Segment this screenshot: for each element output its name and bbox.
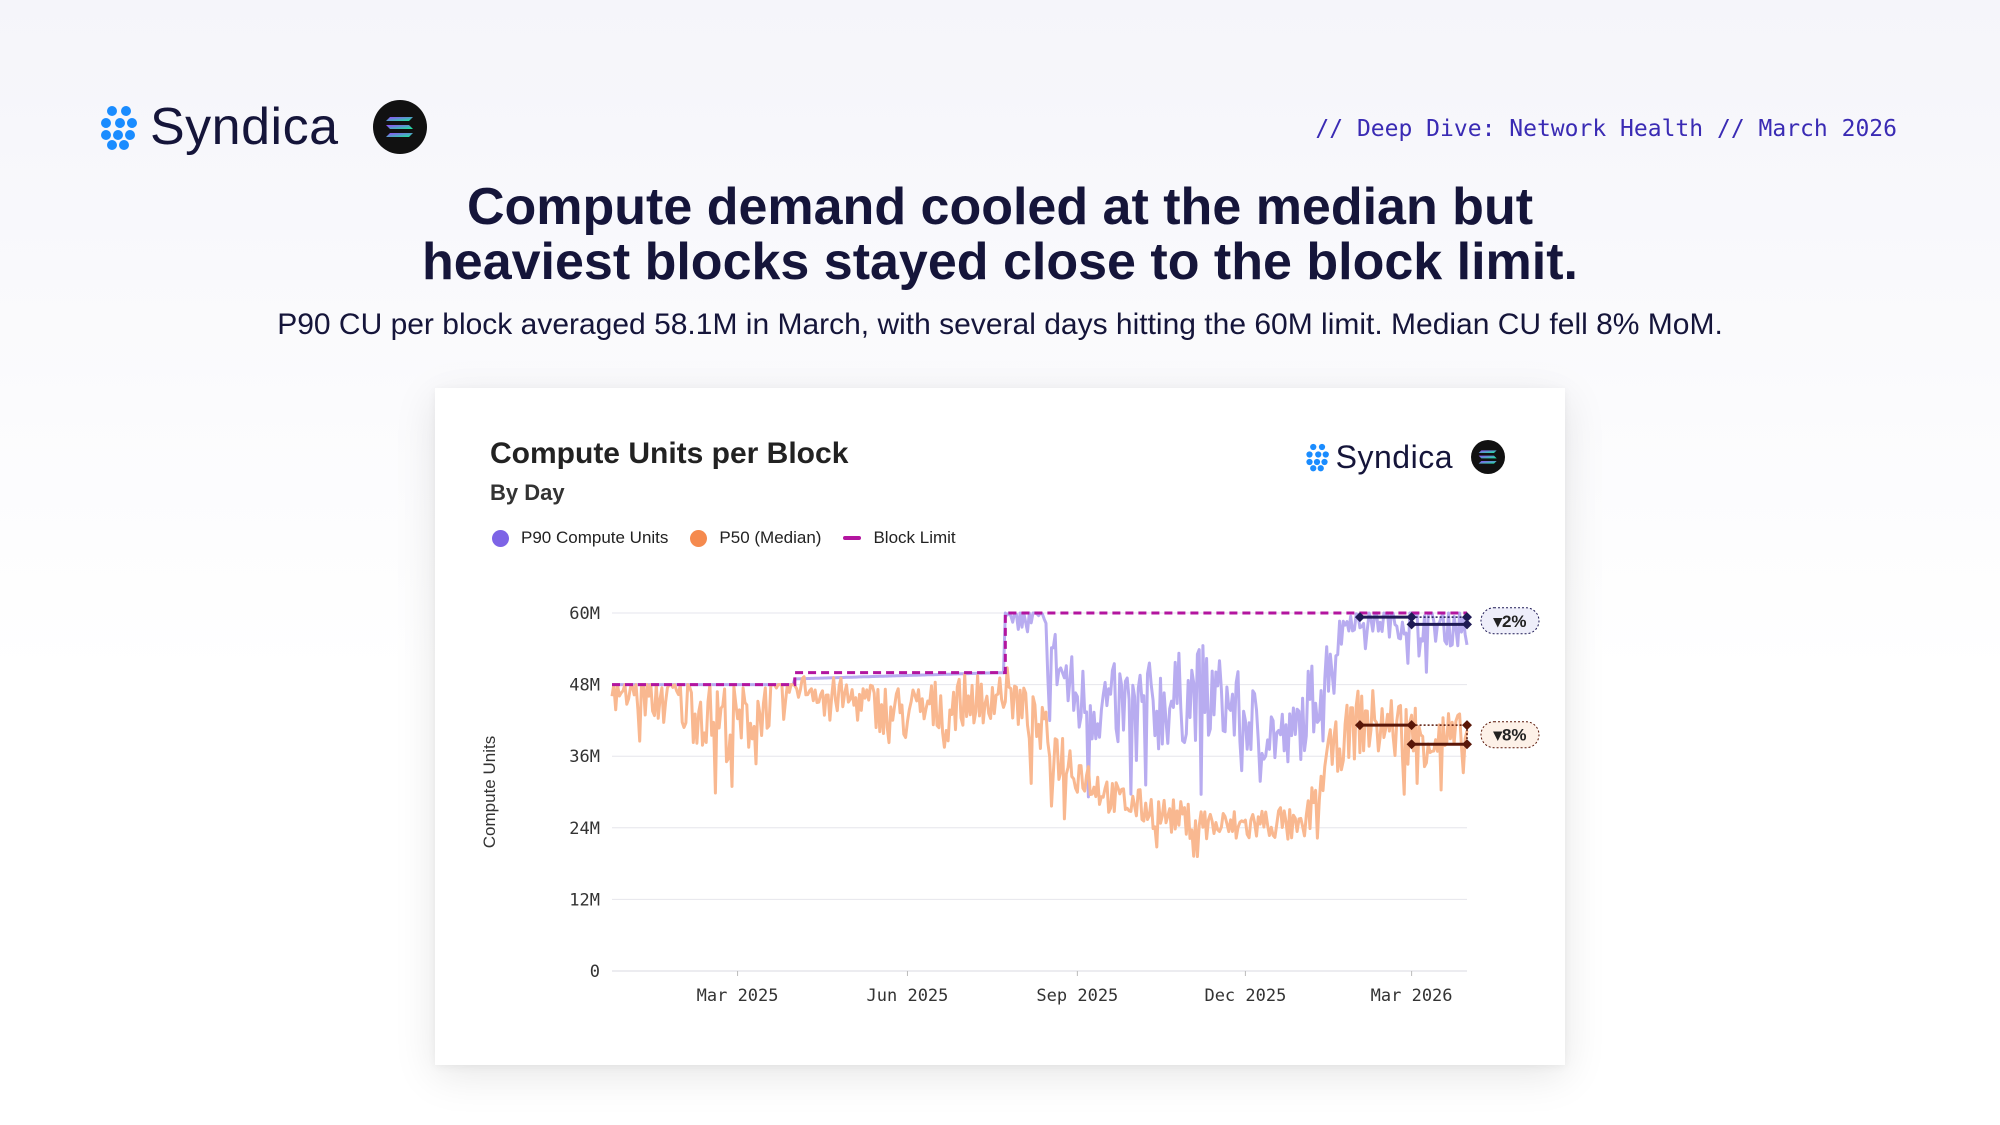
y-axis-title: Compute Units (480, 736, 499, 848)
mom-badge-label-p90: ▾2% (1492, 612, 1526, 631)
y-tick-label: 24M (569, 819, 600, 839)
y-tick-label: 60M (569, 604, 600, 624)
legend-label-block-limit: Block Limit (873, 528, 956, 547)
syndica-logo-icon (101, 106, 137, 150)
y-tick-label: 0 (590, 962, 600, 982)
solana-logo-icon (372, 100, 427, 154)
card-brand: Syndica (1304, 440, 1505, 474)
card-brand-name: Syndica (1335, 439, 1453, 475)
brand-name: Syndica (150, 98, 339, 156)
x-tick-label: Dec 2025 (1204, 986, 1286, 1006)
x-tick-label: Mar 2026 (1371, 986, 1453, 1006)
x-tick-label: Sep 2025 (1036, 986, 1118, 1006)
mom-marker-p90 (1406, 619, 1417, 630)
mom-marker-p50 (1462, 720, 1472, 731)
legend-item-p50[interactable]: P50 (Median) (690, 528, 821, 548)
chart-subtitle: By Day (490, 480, 565, 505)
header-brand: Syndica (98, 100, 427, 154)
solana-logo-icon (1471, 440, 1505, 474)
mom-marker-p90 (1406, 612, 1417, 623)
chart-plot: 0 12M 24M 36M 48M 60M Mar 2025 Jun 2025 Sep 2025… (480, 604, 1540, 1006)
headline-line-1: Compute demand cooled at the median but (466, 178, 1534, 236)
headline-line-2: heaviest blocks stayed close to the bloc… (422, 233, 1578, 291)
mom-marker-p50 (1406, 739, 1417, 750)
chart-title: Compute Units per Block (490, 437, 849, 470)
chart-card: Compute Units per Block By Day Syndica P… (435, 388, 1565, 1065)
y-tick-label: 36M (569, 747, 600, 767)
mom-marker-p90 (1462, 612, 1472, 623)
subtitle: P90 CU per block averaged 58.1M in March… (277, 308, 1723, 341)
syndica-logo-icon (1306, 443, 1329, 472)
legend-dash-block-limit (843, 536, 862, 540)
legend-item-p90[interactable]: P90 Compute Units (492, 528, 668, 548)
mom-marker-p50 (1406, 720, 1417, 731)
report-tagline: // Deep Dive: Network Health // March 20… (1315, 116, 1897, 142)
y-tick-label: 48M (569, 676, 600, 696)
legend-dot-p50 (690, 529, 708, 547)
mom-badge-label-p50: ▾8% (1492, 726, 1526, 745)
mom-marker-p50 (1354, 720, 1365, 731)
legend-label-p90: P90 Compute Units (521, 528, 669, 547)
legend-label-p50: P50 (Median) (719, 528, 822, 547)
mom-marker-p50 (1462, 739, 1472, 750)
legend-item-block-limit[interactable]: Block Limit (843, 528, 956, 548)
chart-legend: P90 Compute Units P50 (Median) Block Lim… (492, 528, 978, 548)
legend-dot-p90 (492, 529, 509, 547)
mom-badge-p50 (1480, 721, 1540, 749)
y-tick-label: 12M (569, 890, 600, 910)
mom-marker-p90 (1462, 619, 1472, 630)
mom-badge-p90 (1480, 607, 1540, 635)
x-tick-label: Mar 2025 (697, 986, 779, 1006)
headline: Compute demand cooled at the median but … (0, 180, 2000, 290)
series-line-block-limit (612, 611, 1467, 687)
mom-marker-p90 (1354, 612, 1365, 623)
x-tick-label: Jun 2025 (867, 986, 949, 1006)
series-line-p50 (610, 666, 1469, 858)
